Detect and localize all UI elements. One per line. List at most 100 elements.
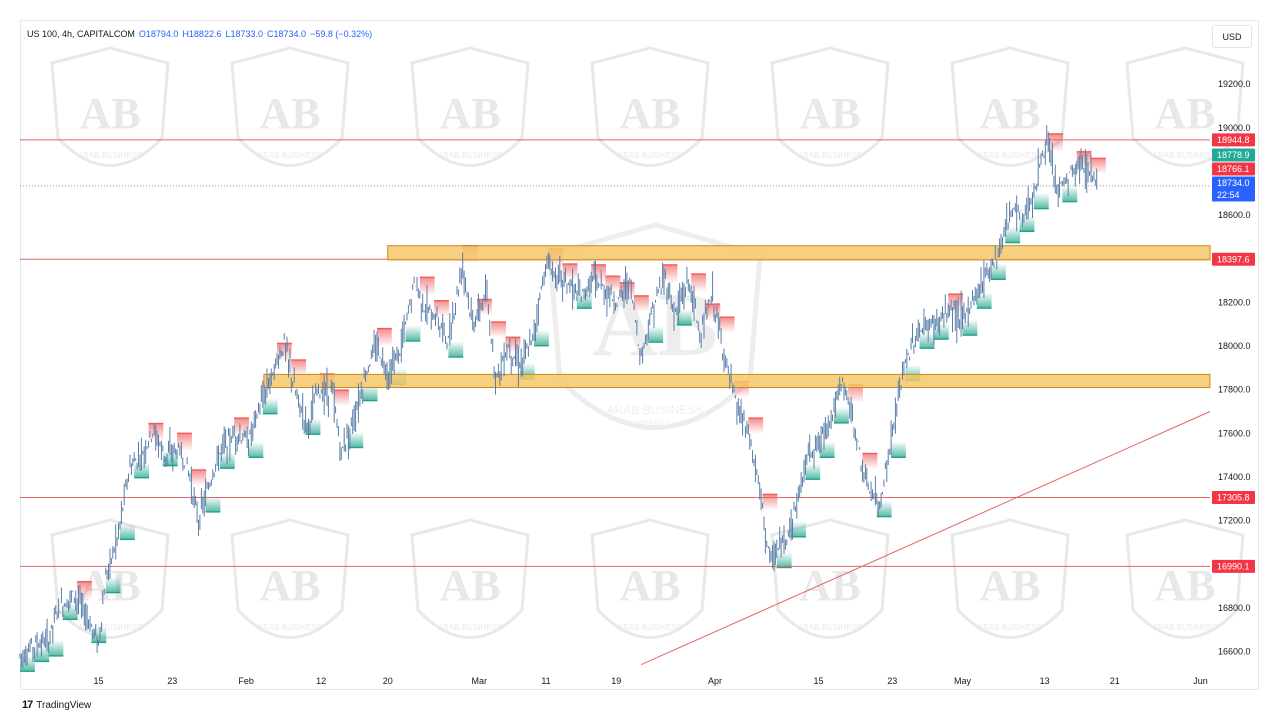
bull-band-segment <box>248 442 264 458</box>
bull-band-segment <box>348 432 364 448</box>
bear-band-segment <box>605 276 621 292</box>
price-tag-value: 18778.9 <box>1217 150 1250 160</box>
support-resistance-zone <box>387 245 1211 261</box>
price-tag-value: 18734.0 <box>1217 178 1250 188</box>
price-tag-value: 17305.8 <box>1217 493 1250 503</box>
watermark-center-letters: AB <box>592 276 717 375</box>
watermark-shield-outline <box>1125 518 1245 639</box>
bull-band-segment <box>48 640 64 656</box>
watermark-shield-outline <box>770 46 890 167</box>
y-tick-label: 18200.0 <box>1218 297 1251 307</box>
y-tick-label: 19200.0 <box>1218 79 1251 89</box>
close-value: C18734.0 <box>267 29 307 39</box>
bull-band-segment <box>120 524 135 540</box>
price-tag-level <box>1212 559 1255 573</box>
ascending-trendline <box>640 411 1211 666</box>
support-resistance-zone <box>263 373 1211 388</box>
chart-frame[interactable] <box>20 20 1259 690</box>
watermark-layer: AB ARAB BUSINESS AB ARAB BUSINESS AB ARAB BUS… <box>50 46 1245 639</box>
brand-name: TradingView <box>36 699 92 711</box>
high-value: H18822.6 <box>182 29 222 39</box>
watermark-shield-icon: AB ARAB BUSINESS <box>590 46 710 167</box>
bull-band-segment <box>105 577 121 593</box>
watermark-logo-letters: AB <box>259 561 320 610</box>
watermark-company-name: ARAB BUSINESS <box>1153 623 1217 632</box>
watermark-center-name: ARAB BUSINESS <box>607 403 704 417</box>
bull-band-segment <box>976 292 992 309</box>
watermark-logo-letters: AB <box>619 89 680 138</box>
bull-band-segment <box>205 496 221 512</box>
bear-band-segment <box>1048 133 1063 152</box>
bear-band-segment <box>662 264 678 283</box>
symbol-header[interactable]: US 100, 4h, CAPITALCOM O18794.0 H18822.6… <box>27 29 372 39</box>
x-tick-label: Mar <box>472 676 488 686</box>
bear-band-segment <box>277 343 292 361</box>
price-tag-value: 18397.6 <box>1217 254 1250 264</box>
watermark-company-name: ARAB BUSINESS <box>258 623 322 632</box>
bear-band-segment <box>691 274 706 292</box>
watermark-company-name: ARAB BUSINESS <box>798 151 862 160</box>
price-tag-value: 22:54 <box>1217 190 1240 200</box>
currency-button[interactable]: USD <box>1212 25 1252 48</box>
bear-band-segment <box>719 317 735 333</box>
x-tick-label: Feb <box>238 676 254 686</box>
bull-band-segment <box>791 521 806 537</box>
watermark-shield-outline <box>590 518 710 639</box>
watermark-logo-letters: AB <box>619 561 680 610</box>
x-tick-label: Apr <box>708 676 722 686</box>
bear-band-segment <box>862 453 878 469</box>
low-value: L18733.0 <box>225 29 264 39</box>
watermark-shield-icon: AB ARAB BUSINESS <box>410 46 530 167</box>
watermark-company-name: ARAB BUSINESS <box>978 623 1042 632</box>
bull-band-segment <box>1033 193 1049 209</box>
watermark-shield-outline <box>950 518 1070 639</box>
trend-band-layer <box>20 133 1106 672</box>
bull-band-segment <box>362 385 378 401</box>
x-tick-label: 20 <box>383 676 393 686</box>
watermark-shield-icon: AB ARAB BUSINESS <box>410 518 530 639</box>
bull-band-segment <box>776 552 792 568</box>
price-tag-level <box>1212 252 1255 266</box>
bull-band-segment <box>162 450 178 466</box>
watermark-shield-outline <box>410 518 530 639</box>
x-tick-label: 11 <box>541 676 550 686</box>
y-tick-label: 19000.0 <box>1218 123 1251 133</box>
x-tick-label: 21 <box>1110 676 1120 686</box>
watermark-company-name: ARAB BUSINESS <box>258 151 322 160</box>
candles-layer <box>19 125 1098 669</box>
tradingview-footer[interactable]: 17 TradingView <box>22 699 91 711</box>
bear-band-segment <box>1076 151 1092 170</box>
bull-band-segment <box>648 326 664 343</box>
y-tick-label: 17200.0 <box>1218 516 1251 526</box>
price-tag-value: 18766.1 <box>1217 164 1250 174</box>
watermark-company-name: ARAB BUSINESS <box>438 151 502 160</box>
watermark-shield-outline <box>410 46 530 167</box>
y-tick-label: 17400.0 <box>1218 472 1251 482</box>
bull-band-segment <box>1019 216 1035 232</box>
price-tag-bull <box>1212 148 1255 162</box>
bear-band-segment <box>334 390 349 406</box>
price-tags: 18944.8 18778.9 18766.1 18734.0 22:54 18397.6… <box>1212 133 1255 573</box>
watermark-company-name: ARAB BUSINESS <box>798 623 862 632</box>
watermark-shield-icon: AB ARAB BUSINESS <box>50 46 170 167</box>
bear-band-segment <box>177 433 192 451</box>
x-axis[interactable]: 15 23 Feb 12 20 Mar 11 19 Apr 15 23 May 13 21 Jun <box>93 676 1207 686</box>
bull-band-segment <box>891 442 906 458</box>
watermark-shield-icon: AB ARAB BUSINESS <box>230 518 350 639</box>
watermark-logo-letters: AB <box>1154 89 1215 138</box>
watermark-company-name: ARAB BUSINESS <box>78 623 142 632</box>
bull-band-segment <box>405 325 421 341</box>
symbol-title[interactable]: US 100, 4h, CAPITALCOM <box>27 29 135 39</box>
change-value: −59.8 (−0.32%) <box>310 29 373 39</box>
watermark-logo-letters: AB <box>259 89 320 138</box>
bear-band-segment <box>562 264 578 280</box>
price-tag-value: 16990.1 <box>1217 561 1250 571</box>
x-tick-label: 23 <box>887 676 897 686</box>
watermark-shield-icon: AB ARAB BUSINESS <box>230 46 350 167</box>
bull-band-segment <box>91 627 107 643</box>
price-tag-bear <box>1212 162 1255 176</box>
bull-band-segment <box>576 292 592 309</box>
trendline-layer <box>640 411 1211 666</box>
watermark-shield-icon: AB ARAB BUSINESS <box>590 518 710 639</box>
